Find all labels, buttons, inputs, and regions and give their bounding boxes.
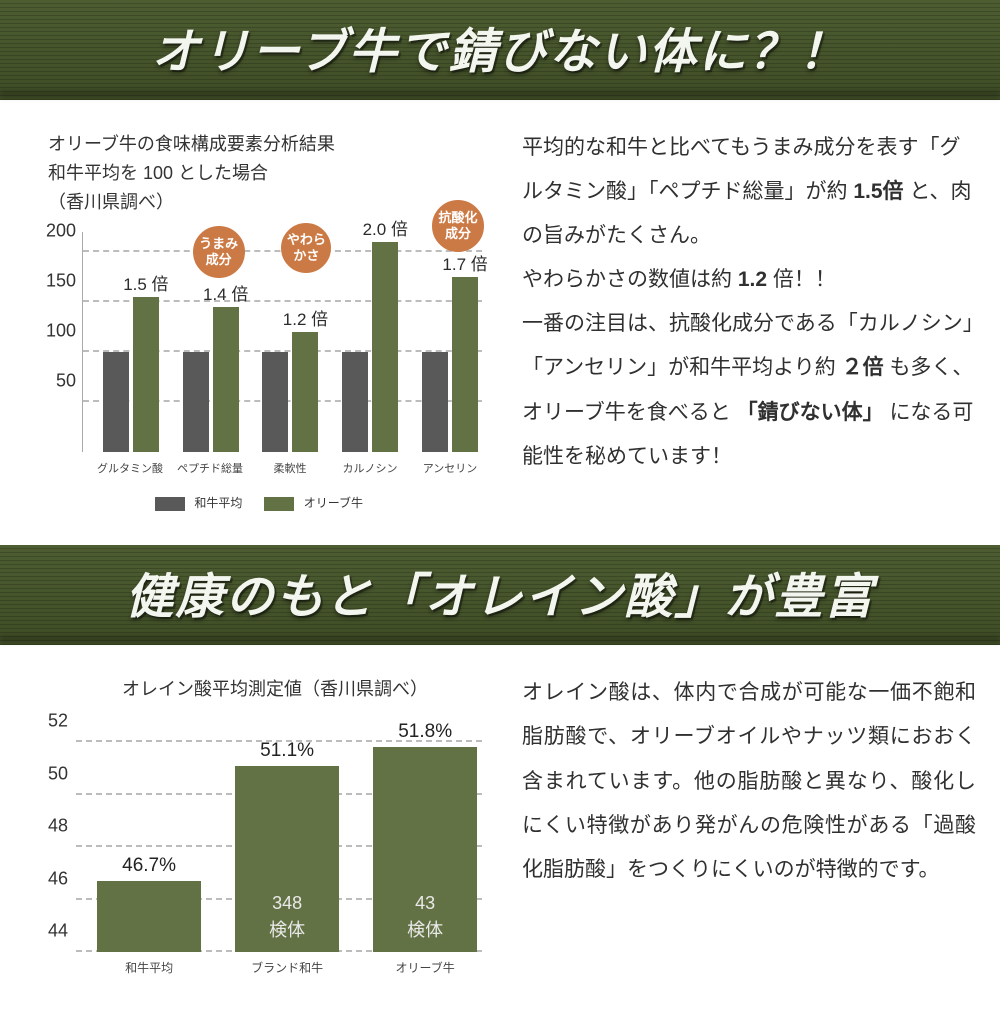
row-1: オリーブ牛の食味構成要素分析結果 和牛平均を 100 とした場合 （香川県調べ）… — [0, 100, 1000, 545]
chart1-title-line2: 和牛平均を 100 とした場合 — [48, 163, 268, 183]
p1-l3: やわらかさの数値は約 — [522, 268, 738, 291]
chart2-bar-value-label: 51.1% — [260, 740, 314, 766]
chart2-y-tick: 50 — [32, 763, 68, 784]
chart1-bar-value-label: 2.0 倍 — [363, 215, 408, 242]
chart1-bar-group: 1.2 倍 — [262, 332, 318, 452]
chart1-bar-value-label: 1.4 倍 — [203, 280, 248, 307]
chart2-category-label: ブランド和牛 — [227, 959, 347, 976]
legend-wagyu: 和牛平均 — [155, 494, 242, 511]
paragraph-1: 平均的な和牛と比べてもうまみ成分を表す「グルタミン酸」「ペプチド総量」が約 1.… — [522, 126, 976, 479]
chart1-bar-wagyu — [262, 352, 288, 452]
chart2-bar: 51.1%348検体 — [235, 766, 339, 953]
chart1-title: オリーブ牛の食味構成要素分析結果 和牛平均を 100 とした場合 （香川県調べ） — [24, 126, 494, 224]
chart1-container: オリーブ牛の食味構成要素分析結果 和牛平均を 100 とした場合 （香川県調べ）… — [24, 126, 494, 511]
chart2-category-label: 和牛平均 — [89, 959, 209, 976]
p1-b3: ２倍 — [842, 356, 884, 379]
chart1-plot: 1.5 倍1.4 倍1.2 倍2.0 倍1.7 倍うまみ成分やわらかさ抗酸化成分 — [82, 232, 482, 452]
chart2-bar: 46.7% — [97, 881, 201, 952]
chart2-bar-value-label: 46.7% — [122, 855, 176, 881]
legend-swatch-gray — [155, 497, 185, 511]
chart1-bar-group: 2.0 倍 — [342, 242, 398, 452]
chart2-plot-area: 46.7%51.1%348検体51.8%43検体 4446485052和牛平均ブ… — [28, 718, 490, 988]
chart1-category-label: カルノシン — [328, 460, 412, 476]
chart2-bar-intext: 43検体 — [373, 890, 477, 944]
chart1-bar-value-label: 1.7 倍 — [442, 250, 487, 277]
chart1-bar-group: 1.4 倍 — [183, 307, 239, 452]
p1-l4: 倍！！ — [773, 268, 836, 291]
chart1-bar-value-label: 1.2 倍 — [283, 305, 328, 332]
chart2-y-tick: 46 — [32, 868, 68, 889]
banner-2-text: 健康のもと「オレイン酸」が豊富 — [0, 557, 1000, 627]
chart1-bar-olive: 2.0 倍 — [372, 242, 398, 452]
legend-wagyu-label: 和牛平均 — [194, 496, 242, 510]
chart1-bar-olive: 1.7 倍 — [452, 277, 478, 452]
chart1-legend: 和牛平均 オリーブ牛 — [24, 488, 494, 511]
chart1-bar-wagyu — [183, 352, 209, 452]
banner-shadow-2 — [0, 635, 1000, 643]
chart1-bar-olive: 1.2 倍 — [292, 332, 318, 452]
chart1-bar-wagyu — [103, 352, 129, 452]
chart2-bar-value-label: 51.8% — [398, 721, 452, 747]
chart1-y-tick: 50 — [36, 371, 76, 392]
chart1-bubble-antiox: 抗酸化成分 — [432, 200, 484, 252]
chart1-bar-group: 1.7 倍 — [422, 277, 478, 452]
paragraph-2: オレイン酸は、体内で合成が可能な一価不飽和脂肪酸で、オリーブオイルやナッツ類にお… — [522, 671, 976, 891]
legend-olive-label: オリーブ牛 — [304, 496, 363, 510]
legend-swatch-green — [264, 497, 294, 511]
chart1-y-tick: 100 — [36, 321, 76, 342]
banner-1-text: オリーブ牛で錆びない体に？！ — [0, 12, 1000, 82]
chart1-bubble-umami: うまみ成分 — [193, 226, 245, 278]
chart2-bar-intext: 348検体 — [235, 890, 339, 944]
chart2-y-tick: 52 — [32, 710, 68, 731]
banner-section-2: 健康のもと「オレイン酸」が豊富 — [0, 545, 1000, 645]
chart1-bubble-yawara: やわらかさ — [281, 223, 331, 273]
chart2-plot: 46.7%51.1%348検体51.8%43検体 — [76, 726, 482, 952]
chart1-bar-wagyu — [342, 352, 368, 452]
chart2-y-tick: 44 — [32, 921, 68, 942]
chart1-y-tick: 150 — [36, 271, 76, 292]
banner-section-1: オリーブ牛で錆びない体に？！ — [0, 0, 1000, 100]
chart1-y-tick: 200 — [36, 221, 76, 242]
p1-b4: 「錆びない体」 — [737, 401, 884, 424]
chart1-plot-area: 1.5 倍1.4 倍1.2 倍2.0 倍1.7 倍うまみ成分やわらかさ抗酸化成分… — [28, 232, 490, 482]
chart2-bar: 51.8%43検体 — [373, 747, 477, 952]
chart2-title: オレイン酸平均測定値（香川県調べ） — [24, 671, 494, 712]
chart1-bar-olive: 1.4 倍 — [213, 307, 239, 452]
chart1-category-label: 柔軟性 — [248, 460, 332, 476]
chart1-bar-wagyu — [422, 352, 448, 452]
chart1-category-label: ペプチド総量 — [168, 460, 252, 476]
chart1-category-label: アンセリン — [408, 460, 492, 476]
chart1-title-line1: オリーブ牛の食味構成要素分析結果 — [48, 134, 335, 154]
chart1-title-line3: （香川県調べ） — [48, 192, 174, 212]
chart1-bar-group: 1.5 倍 — [103, 297, 159, 452]
chart2-container: オレイン酸平均測定値（香川県調べ） 46.7%51.1%348検体51.8%43… — [24, 671, 494, 988]
chart1-category-label: グルタミン酸 — [88, 460, 172, 476]
p1-b2: 1.2 — [738, 268, 767, 291]
chart1-bar-olive: 1.5 倍 — [133, 297, 159, 452]
p1-b1: 1.5倍 — [853, 180, 903, 203]
legend-olive: オリーブ牛 — [264, 494, 363, 511]
banner-shadow — [0, 90, 1000, 98]
chart2-category-label: オリーブ牛 — [365, 959, 485, 976]
chart1-bar-value-label: 1.5 倍 — [123, 270, 168, 297]
row-2: オレイン酸平均測定値（香川県調べ） 46.7%51.1%348検体51.8%43… — [0, 645, 1000, 1022]
chart2-y-tick: 48 — [32, 816, 68, 837]
